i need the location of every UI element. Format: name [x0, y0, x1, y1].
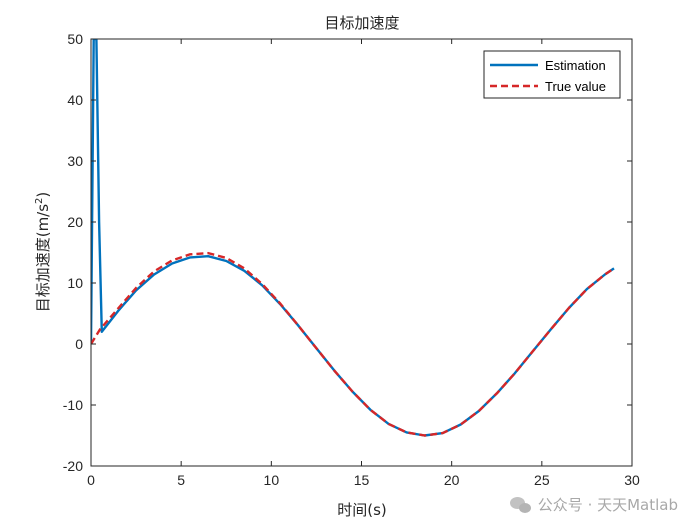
y-tick-label: -10 [63, 397, 83, 413]
series-line-true-value [91, 251, 615, 437]
chart-title: 目标加速度 [324, 14, 399, 32]
wechat-icon [509, 496, 532, 514]
plot-content [91, 39, 615, 437]
legend-box [483, 50, 621, 99]
y-tick-label: 40 [67, 92, 83, 108]
watermark: 公众号 · 天天Matlab [509, 494, 678, 515]
y-axis-label-main: 目标加速度(m/s [34, 204, 52, 313]
watermark-text: 公众号 · 天天Matlab [537, 496, 678, 514]
y-tick-label: 50 [67, 31, 83, 47]
legend: Estimation True value [483, 50, 621, 99]
x-tick-label: 5 [177, 472, 185, 488]
legend-label-true-value: True value [545, 79, 606, 94]
x-axis-label: 时间(s) [337, 501, 387, 519]
x-tick-label: 0 [87, 472, 95, 488]
ticks: 0 5 10 15 20 25 30 -20 -10 0 10 20 30 40 50 [63, 31, 640, 488]
x-tick-label: 30 [624, 472, 640, 488]
x-tick-label: 20 [444, 472, 460, 488]
y-tick-label: 20 [67, 214, 83, 230]
legend-label-estimation: Estimation [545, 58, 606, 73]
x-tick-label: 15 [354, 472, 370, 488]
y-axis-label: 目标加速度(m/s2) [34, 192, 52, 313]
x-tick-label: 25 [534, 472, 550, 488]
y-tick-label: 0 [75, 336, 83, 352]
y-tick-label: 30 [67, 153, 83, 169]
y-axis-label-superscript: 2 [34, 198, 45, 204]
y-tick-label: 10 [67, 275, 83, 291]
x-tick-label: 10 [264, 472, 280, 488]
y-axis-label-tail: ) [34, 192, 52, 198]
y-tick-label: -20 [63, 458, 83, 474]
